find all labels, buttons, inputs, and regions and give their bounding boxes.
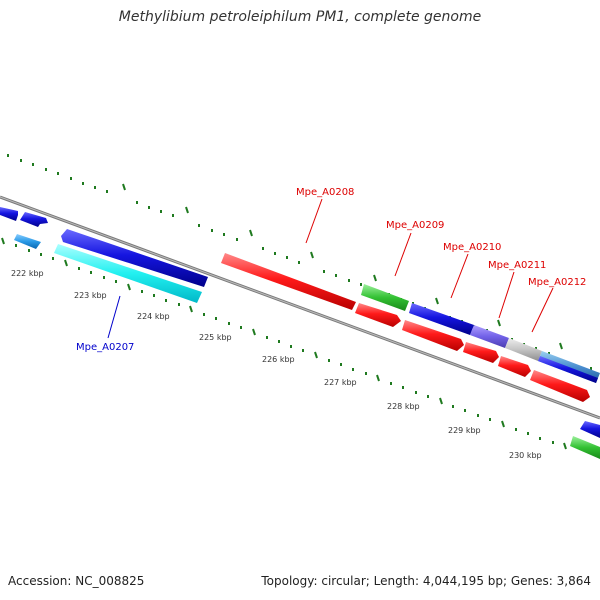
kbp-label: 227 kbp <box>324 378 357 387</box>
label-leader-lines <box>107 198 554 339</box>
topology-text: Topology: circular; Length: 4,044,195 bp… <box>261 574 591 588</box>
gene-label-a0211[interactable]: Mpe_A0211 <box>488 260 546 271</box>
gene-arrow-forward-red[interactable] <box>355 303 401 327</box>
upper-major-ticks <box>122 183 563 350</box>
gene-arrow-forward-red[interactable] <box>463 342 499 363</box>
gene-label-a0209[interactable]: Mpe_A0209 <box>386 220 444 231</box>
gene-arrow-forward-purple[interactable] <box>470 325 509 348</box>
lower-tick-track <box>15 244 554 444</box>
gene-arrow-forward-blue-edge[interactable] <box>538 356 598 383</box>
gene-arrow-forward-red[interactable] <box>498 356 531 377</box>
kbp-label: 228 kbp <box>387 402 420 411</box>
kbp-label: 223 kbp <box>74 291 107 300</box>
gene-arrow-reverse-blue[interactable] <box>20 212 48 227</box>
gene-arrow-forward-grey[interactable] <box>505 338 542 361</box>
gene-label-a0210[interactable]: Mpe_A0210 <box>443 242 501 253</box>
genome-backbone-inner <box>0 196 600 419</box>
gene-arrow-reverse-blue[interactable] <box>0 207 18 221</box>
gene-label-a0208[interactable]: Mpe_A0208 <box>296 187 354 198</box>
kbp-label: 224 kbp <box>137 312 170 321</box>
gene-arrow-reverse-blue[interactable] <box>580 421 600 438</box>
gene-label-a0207[interactable]: Mpe_A0207 <box>76 342 134 353</box>
gene-arrow-reverse-blue[interactable] <box>61 229 208 287</box>
kbp-label: 222 kbp <box>11 269 44 278</box>
kbp-label: 229 kbp <box>448 426 481 435</box>
gene-arrow-forward-red[interactable] <box>221 253 356 310</box>
gene-arrow-forward-blue[interactable] <box>409 303 474 335</box>
kbp-label: 225 kbp <box>199 333 232 342</box>
genome-title: Methylibium petroleiphilum PM1, complete… <box>118 9 482 25</box>
accession-text: Accession: NC_008825 <box>8 574 145 588</box>
gene-arrow-reverse-lightblue[interactable] <box>14 234 41 249</box>
lower-major-ticks <box>1 237 567 450</box>
kbp-label: 226 kbp <box>262 355 295 364</box>
gene-label-a0212[interactable]: Mpe_A0212 <box>528 277 586 288</box>
gene-arrow-forward-green[interactable] <box>361 284 409 311</box>
gene-arrow-forward-green[interactable] <box>570 436 600 459</box>
kbp-label: 230 kbp <box>509 451 542 460</box>
gene-arrow-reverse-cyan[interactable] <box>54 244 202 303</box>
gene-arrow-forward-red[interactable] <box>402 320 464 351</box>
kbp-scale: 222 kbp 223 kbp 224 kbp 225 kbp 226 kbp … <box>11 269 542 460</box>
gene-arrow-forward-red[interactable] <box>530 370 590 402</box>
